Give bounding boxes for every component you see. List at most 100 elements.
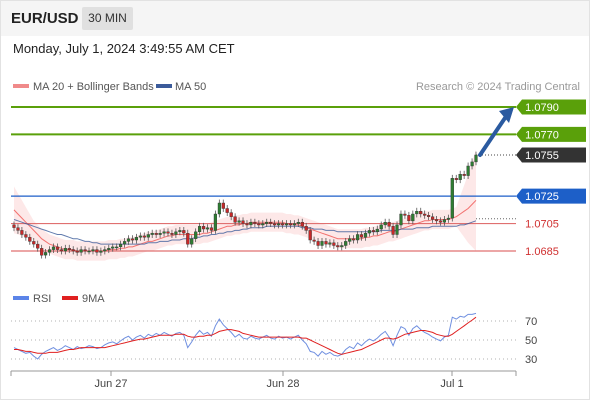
candle — [411, 210, 415, 225]
candle — [324, 237, 328, 248]
candle-body — [158, 232, 162, 235]
candle — [344, 237, 348, 249]
candle-body — [241, 220, 245, 224]
candle — [359, 231, 364, 241]
candle-body — [166, 231, 170, 234]
candle — [442, 216, 446, 226]
level-label-1.0725: 1.0725 — [516, 188, 586, 204]
candle — [434, 216, 439, 225]
candle — [253, 218, 257, 227]
candle-body — [438, 220, 443, 223]
candle — [304, 222, 308, 234]
candle-body — [48, 249, 52, 253]
candle — [44, 248, 48, 259]
candle — [174, 228, 178, 238]
candle-body — [197, 226, 202, 233]
candle — [367, 227, 371, 237]
candle-body — [320, 241, 324, 246]
candle-body — [261, 223, 265, 226]
candle — [115, 243, 119, 251]
candle — [190, 235, 194, 248]
candle — [280, 220, 285, 229]
ma50-legend-label: MA 50 — [175, 81, 206, 93]
candle — [438, 217, 443, 226]
level-labels: 1.0790 1.0770 1.0755 1.0725 1.0705 1.0685 — [516, 99, 586, 258]
instrument-title: EUR/USD — [11, 10, 79, 27]
candle-body — [178, 230, 182, 232]
candle-body — [87, 250, 91, 253]
candle-body — [67, 248, 71, 250]
candle-body — [24, 234, 28, 238]
candle-body — [134, 237, 138, 241]
candle-body — [221, 202, 225, 209]
candle-body — [450, 178, 454, 219]
candle-body — [431, 216, 435, 220]
candle — [170, 229, 174, 238]
timeframe-button[interactable]: 30 MIN — [82, 7, 133, 30]
candle-body — [316, 241, 320, 246]
candle-body — [454, 178, 458, 180]
candle-body — [474, 154, 478, 163]
candle — [162, 228, 166, 237]
candle-body — [12, 224, 16, 228]
candle-body — [336, 245, 340, 248]
candle-body — [36, 243, 40, 249]
candle-body — [44, 252, 48, 256]
candle-body — [194, 231, 198, 239]
candle — [474, 151, 478, 166]
candle — [75, 247, 79, 256]
candle — [403, 210, 407, 219]
candle — [217, 199, 221, 218]
candle-body — [324, 241, 328, 245]
level-label-box — [516, 99, 586, 115]
candle — [48, 246, 52, 256]
candle-body — [130, 238, 135, 241]
candle — [245, 220, 249, 229]
candle — [356, 231, 360, 244]
candle-body — [257, 223, 261, 226]
level-label-box — [516, 126, 586, 142]
candle-body — [237, 220, 241, 223]
candle-body — [371, 230, 375, 232]
rsi-tick-70: 70 — [525, 316, 537, 328]
candle — [12, 221, 16, 232]
candle — [237, 217, 241, 226]
level-label-text: 1.0685 — [525, 246, 559, 258]
candle-body — [245, 223, 249, 226]
candle-body — [442, 219, 446, 223]
candle — [182, 227, 186, 237]
level-label-1.0685: 1.0685 — [525, 246, 559, 258]
candle — [142, 232, 146, 241]
candle — [395, 221, 399, 238]
candle — [265, 218, 269, 227]
candle — [466, 162, 470, 179]
candle-body — [328, 242, 332, 245]
candle-body — [150, 232, 154, 235]
candle-body — [446, 217, 450, 220]
candle — [225, 205, 229, 217]
candle-body — [277, 223, 281, 226]
candle-body — [367, 230, 371, 234]
candle-body — [352, 238, 356, 241]
candle-body — [217, 202, 221, 215]
candle-body — [269, 221, 273, 224]
level-label-box — [516, 188, 586, 204]
candle — [28, 233, 32, 245]
candle — [51, 243, 56, 254]
candle — [340, 242, 344, 251]
x-tick-label: Jun 27 — [94, 378, 127, 390]
candle-body — [296, 221, 300, 224]
ma20-legend-label: MA 20 + Bollinger Bands — [33, 81, 154, 93]
candle — [229, 209, 233, 221]
candle-body — [154, 232, 158, 235]
moving-averages — [13, 199, 477, 252]
candle-body — [229, 212, 233, 217]
candle-body — [146, 234, 150, 238]
x-axis-ticks: Jun 27 Jun 28 Jul 1 — [94, 371, 464, 390]
candle — [470, 158, 474, 170]
candle — [431, 213, 435, 223]
candle-body — [332, 242, 336, 246]
candle — [269, 218, 273, 227]
rsi-gridlines: 70 50 30 — [11, 316, 537, 366]
